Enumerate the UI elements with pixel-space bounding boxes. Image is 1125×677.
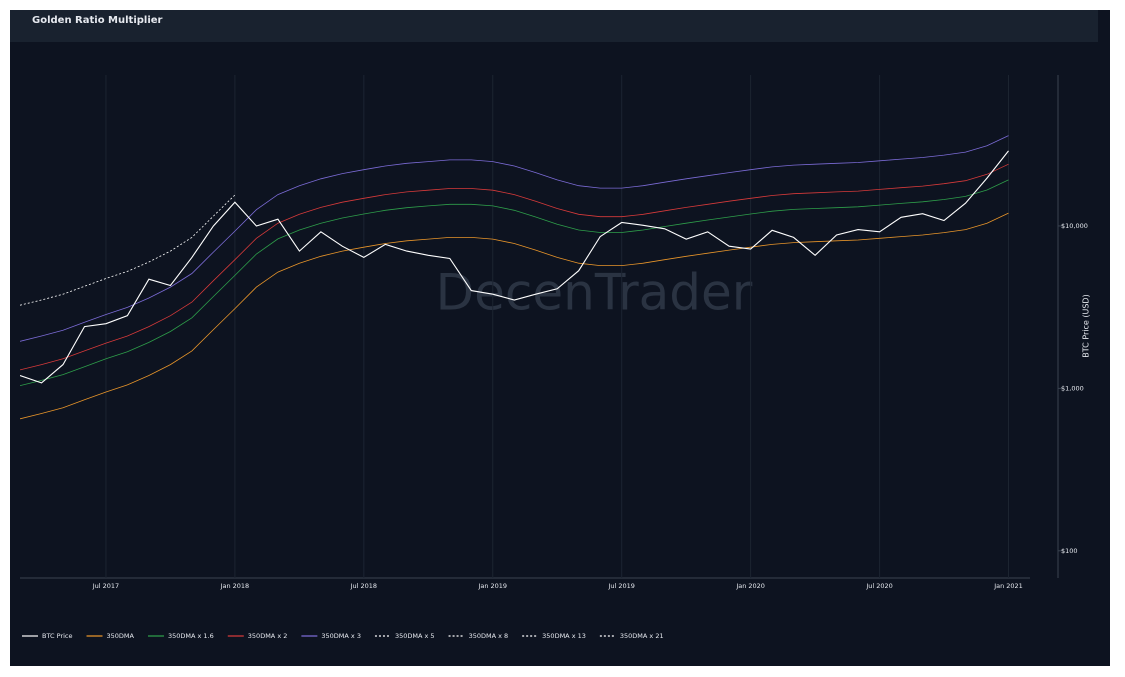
header-bar: [10, 10, 1098, 42]
x-tick-label: Jan 2019: [477, 582, 507, 590]
series-line: [20, 163, 1009, 371]
watermark: DecenTrader: [436, 264, 753, 322]
series-line: [20, 179, 1009, 386]
y-axis-label: BTC Price (USD): [1082, 294, 1091, 357]
x-tick-label: Jan 2020: [735, 582, 765, 590]
series-line: [20, 150, 1009, 384]
x-tick-label: Jan 2018: [220, 582, 250, 590]
legend-label: BTC Price: [42, 632, 73, 640]
legend-label: 350DMA x 21: [620, 632, 664, 640]
y-tick-label: $10,000: [1061, 222, 1088, 230]
x-tick-label: Jul 2017: [92, 582, 119, 590]
legend-label: 350DMA x 3: [321, 632, 361, 640]
legend-label: 350DMA x 13: [542, 632, 586, 640]
x-tick-label: Jan 2021: [993, 582, 1023, 590]
x-tick-label: Jul 2019: [607, 582, 634, 590]
series-line: [20, 194, 236, 306]
series-line: [20, 135, 1009, 342]
chart-title: Golden Ratio Multiplier: [32, 15, 163, 26]
legend-label: 350DMA x 2: [248, 632, 288, 640]
y-tick-label: $100: [1061, 547, 1078, 555]
x-tick-label: Jul 2020: [865, 582, 892, 590]
legend-label: 350DMA x 5: [395, 632, 435, 640]
y-tick-label: $1,000: [1061, 384, 1084, 392]
legend-label: 350DMA x 1.6: [168, 632, 214, 640]
series-line: [20, 212, 1009, 420]
legend-label: 350DMA x 8: [469, 632, 509, 640]
legend-label: 350DMA: [107, 632, 135, 640]
x-tick-label: Jul 2018: [350, 582, 377, 590]
panel: [10, 10, 1110, 666]
